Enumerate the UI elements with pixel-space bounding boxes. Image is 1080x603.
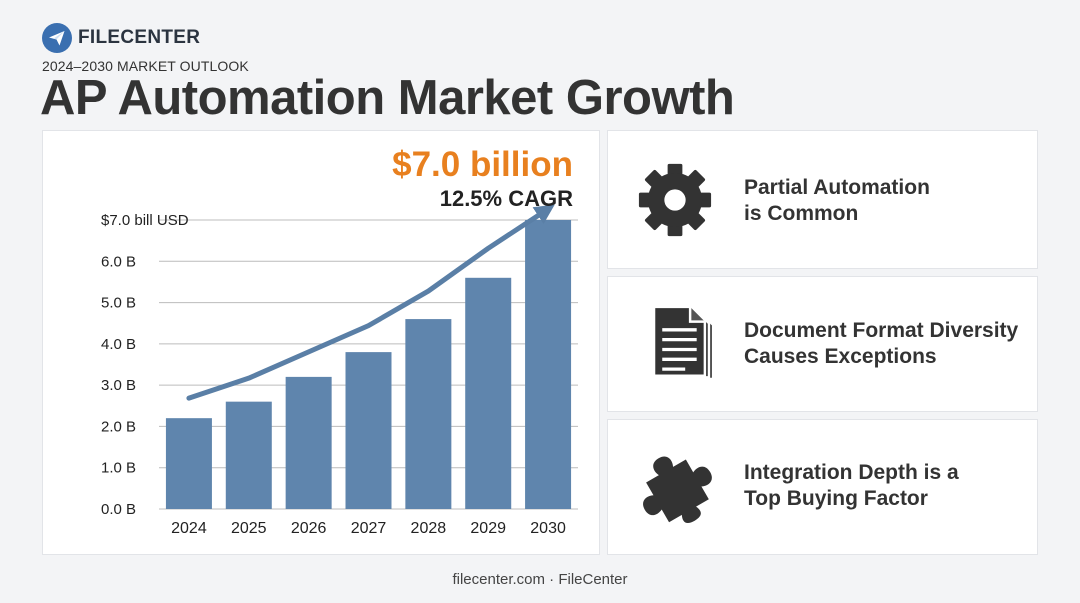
brand: FILECENTER (42, 23, 200, 53)
bar-2027 (345, 352, 392, 509)
bars (165, 220, 572, 509)
y-tick-label: 1.0 B (101, 460, 136, 477)
x-axis: 2024 2025 2026 2027 2028 2029 2030 (171, 520, 566, 537)
bar-2030 (525, 220, 572, 509)
headline-value: $7.0 billion (392, 145, 573, 184)
brand-name: FILECENTER (78, 27, 201, 48)
x-tick-label: 2029 (470, 520, 506, 537)
x-tick-label: 2028 (411, 520, 447, 537)
x-tick-label: 2025 (231, 520, 267, 537)
filecenter-logo-icon (42, 23, 72, 53)
y-tick-label: 6.0 B (101, 253, 136, 270)
bar-chart: 0.0 B 1.0 B 2.0 B 3.0 B 4.0 B 5.0 B 6.0 B $7.0 … (101, 204, 578, 537)
gear-icon (638, 163, 712, 237)
bar-2025 (225, 401, 272, 509)
x-tick-label: 2027 (351, 520, 387, 537)
y-tick-label: 5.0 B (101, 295, 136, 312)
footer-credit: filecenter.com · FileCenter (452, 571, 628, 588)
y-tick-label: 3.0 B (101, 377, 136, 394)
trend-arrow-line (186, 204, 555, 401)
x-tick-label: 2024 (171, 520, 207, 537)
card-label: Partial Automation is Common (744, 176, 930, 225)
y-tick-label: 0.0 B (101, 501, 136, 518)
y-tick-label: $7.0 bill USD (101, 212, 189, 229)
documents-icon (652, 305, 715, 379)
bar-2026 (285, 376, 332, 509)
page-kicker: 2024–2030 MARKET OUTLOOK (42, 58, 249, 74)
trend-arrow (186, 204, 555, 401)
x-tick-label: 2030 (530, 520, 566, 537)
headline-cagr: 12.5% CAGR (439, 186, 573, 211)
bar-2024 (165, 418, 212, 509)
insight-card-document-diversity: Document Format Diversity Causes Excepti… (607, 276, 1038, 412)
y-tick-label: 2.0 B (101, 418, 136, 435)
x-tick-label: 2026 (291, 520, 327, 537)
page-title: AP Automation Market Growth (40, 71, 735, 125)
bar-2028 (405, 319, 452, 509)
bar-2029 (465, 277, 512, 509)
card-label: Integration Depth is a Top Buying Factor (744, 461, 959, 510)
card-label: Document Format Diversity Causes Excepti… (744, 319, 1019, 368)
y-tick-label: 4.0 B (101, 336, 136, 353)
insight-card-integration-depth: Integration Depth is a Top Buying Factor (607, 419, 1038, 555)
y-axis: 0.0 B 1.0 B 2.0 B 3.0 B 4.0 B 5.0 B 6.0 B $7.0 … (101, 212, 189, 518)
chart-panel: 0.0 B 1.0 B 2.0 B 3.0 B 4.0 B 5.0 B 6.0 B $7.0 … (42, 130, 600, 555)
puzzle-piece-icon (643, 456, 712, 523)
insight-card-partial-automation: Partial Automation is Common (607, 130, 1038, 269)
